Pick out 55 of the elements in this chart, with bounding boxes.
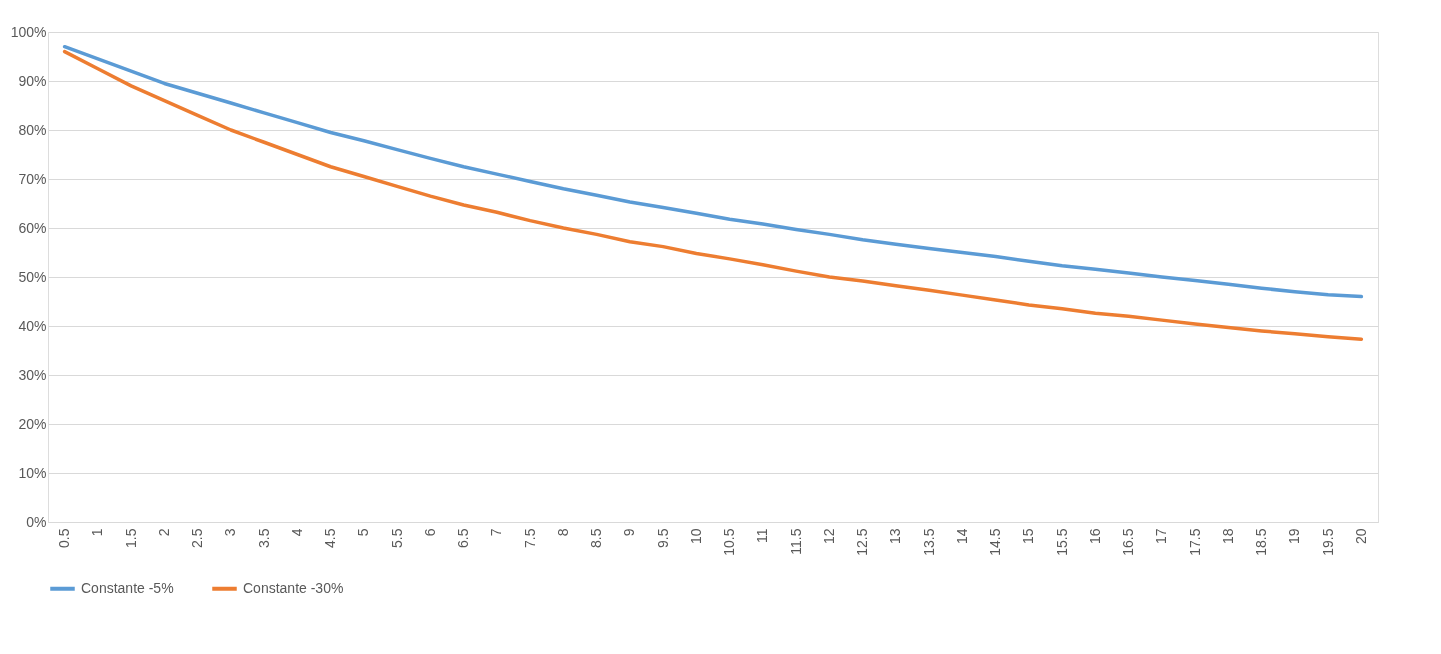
y-tick-label: 80% — [18, 121, 47, 138]
x-tick-label: 12 — [820, 528, 837, 545]
x-tick-label: 14 — [953, 528, 970, 545]
x-tick-label: 6.5 — [455, 528, 472, 548]
y-tick-label: 50% — [18, 268, 47, 285]
x-tick-label: 9.5 — [654, 528, 671, 548]
line-series — [62, 49, 1364, 341]
x-tick-label: 19.5 — [1319, 528, 1336, 556]
x-tick-label: 8.5 — [588, 528, 605, 548]
y-tick-label: 30% — [18, 366, 47, 383]
x-tick-label: 5.5 — [388, 528, 405, 548]
legend-label: Constante -30% — [243, 579, 344, 596]
x-tick-label: 17.5 — [1186, 528, 1203, 556]
y-tick-label: 100% — [10, 23, 47, 40]
line-series — [62, 44, 1364, 299]
y-tick-label: 20% — [18, 415, 47, 432]
x-tick-label: 19 — [1286, 528, 1303, 545]
x-tick-label: 18.5 — [1253, 528, 1270, 556]
x-tick-label: 3.5 — [255, 528, 272, 548]
x-tick-label: 13.5 — [920, 528, 937, 556]
x-tick-label: 1 — [89, 528, 106, 537]
y-tick-label: 40% — [18, 317, 47, 334]
x-tick-label: 2.5 — [189, 528, 206, 548]
x-tick-label: 20 — [1352, 528, 1369, 545]
x-tick-label: 5 — [355, 528, 372, 537]
x-tick-label: 7 — [488, 528, 505, 537]
x-tick-label: 1.5 — [122, 528, 139, 548]
y-tick-label: 60% — [18, 219, 47, 236]
x-tick-label: 18 — [1219, 528, 1236, 545]
x-tick-label: 4 — [288, 528, 305, 537]
x-tick-label: 11 — [754, 528, 771, 544]
x-tick-label: 10 — [687, 528, 704, 545]
x-tick-label: 17 — [1153, 528, 1170, 545]
y-tick-label: 90% — [18, 72, 47, 89]
x-tick-label: 9 — [621, 528, 638, 537]
x-tick-label: 12.5 — [854, 528, 871, 556]
x-tick-label: 7.5 — [521, 528, 538, 548]
x-tick-label: 10.5 — [721, 528, 738, 556]
x-tick-label: 13 — [887, 528, 904, 545]
x-tick-label: 16 — [1086, 528, 1103, 545]
x-tick-label: 11.5 — [787, 528, 804, 555]
x-tick-label: 6 — [421, 528, 438, 537]
x-tick-label: 14.5 — [987, 528, 1004, 556]
x-tick-label: 3 — [222, 528, 239, 537]
x-tick-label: 8 — [554, 528, 571, 537]
legend-label: Constante -5% — [81, 579, 174, 596]
y-tick-label: 10% — [18, 464, 47, 481]
x-tick-label: 2 — [155, 528, 172, 537]
y-tick-label: 70% — [18, 170, 47, 187]
x-tick-label: 15.5 — [1053, 528, 1070, 556]
x-tick-label: 0.5 — [56, 528, 73, 548]
y-tick-label: 0% — [26, 513, 47, 530]
x-tick-label: 15 — [1020, 528, 1037, 545]
x-tick-label: 4.5 — [322, 528, 339, 548]
x-tick-label: 16.5 — [1120, 528, 1137, 556]
